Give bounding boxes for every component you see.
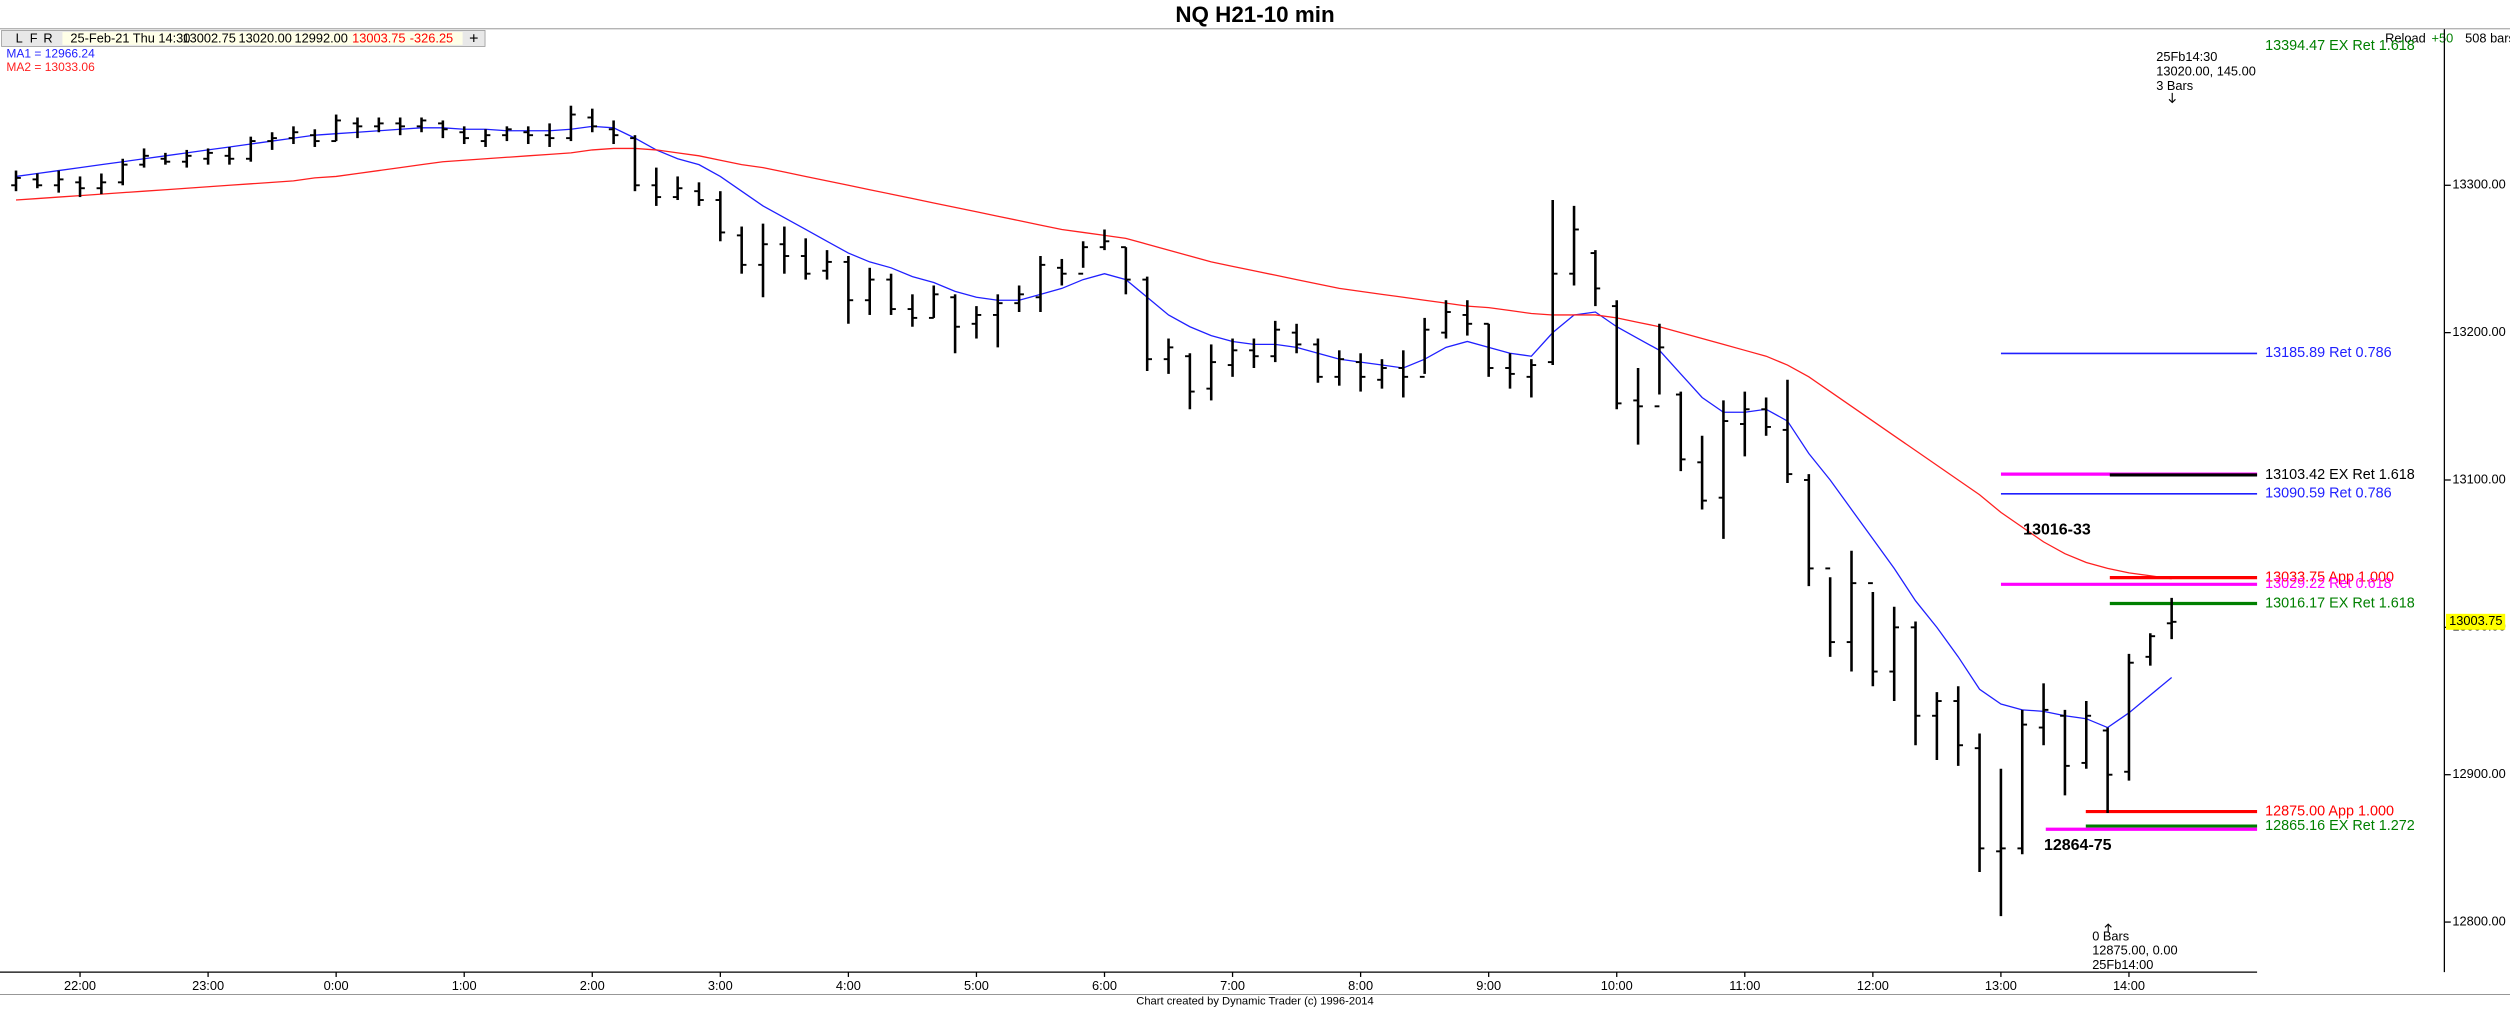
level-label: 13033.75 App 1.000 (2265, 569, 2394, 585)
x-tick-label: 2:00 (580, 978, 605, 993)
legend-entry: MA2 = 13033.06 (6, 60, 95, 74)
toolbar-low: 12992.00 (295, 31, 348, 46)
level-label: 13090.59 Ret 0.786 (2265, 486, 2392, 502)
level-label: 13029.22 Ret 0.618 (2265, 576, 2392, 592)
note: 12875.00, 0.00 (2092, 943, 2177, 958)
x-tick-label: 0:00 (324, 978, 349, 993)
y-tick-label: 12800.00 (2452, 913, 2505, 928)
level-label: 13103.42 EX Ret 1.618 (2265, 467, 2415, 483)
toolbar-button[interactable]: L (16, 31, 23, 46)
x-tick-label: 10:00 (1601, 978, 1633, 993)
toolbar-change: -326.25 (410, 31, 453, 46)
reload-button[interactable]: Reload (2385, 31, 2426, 46)
toolbar-high: 13020.00 (239, 31, 292, 46)
x-tick-label: 5:00 (964, 978, 989, 993)
toolbar-date: 25-Feb-21 Thu 14:30 (70, 31, 190, 46)
note: 25Fb14:30 (2156, 49, 2217, 64)
y-tick-label: 13300.00 (2452, 177, 2505, 192)
last-price-label: 13003.75 (2449, 613, 2502, 628)
level-label: 12875.00 App 1.000 (2265, 803, 2394, 819)
x-tick-label: 13:00 (1985, 978, 2017, 993)
x-tick-label: 8:00 (1348, 978, 1373, 993)
note: 25Fb14:00 (2092, 957, 2153, 972)
annotation: 12864-75 (2044, 837, 2112, 854)
x-tick-label: 3:00 (708, 978, 733, 993)
x-tick-label: 4:00 (836, 978, 861, 993)
note-arrow-head (2168, 98, 2176, 104)
x-tick-label: 1:00 (452, 978, 477, 993)
level-label: 12865.16 EX Ret 1.272 (2265, 818, 2415, 834)
chart-title: NQ H21-10 min (1175, 2, 1334, 27)
y-tick-label: 13100.00 (2452, 471, 2505, 486)
level-label: 13016.17 EX Ret 1.618 (2265, 595, 2415, 611)
y-tick-label: 12900.00 (2452, 766, 2505, 781)
annotation: 13016-33 (2023, 521, 2091, 538)
ma-line (15, 125, 2173, 729)
y-tick-label: 13200.00 (2452, 324, 2505, 339)
x-tick-label: 9:00 (1476, 978, 1501, 993)
level-label: 13185.89 Ret 0.786 (2265, 345, 2392, 361)
last-price-box (2445, 613, 2506, 630)
x-tick-label: 23:00 (192, 978, 224, 993)
note: 0 Bars (2092, 928, 2129, 943)
footer: Chart created by Dynamic Trader (c) 1996… (1136, 996, 1373, 1008)
x-tick-label: 14:00 (2113, 978, 2145, 993)
note-arrow-head (2104, 923, 2112, 928)
x-tick-label: 6:00 (1092, 978, 1117, 993)
level-label: 13394.47 EX Ret 1.618 (2265, 38, 2415, 54)
step-label: +50 (2432, 31, 2454, 46)
toolbar-field (62, 32, 463, 45)
toolbar-button[interactable]: R (43, 31, 52, 46)
toolbar-close: 13003.75 (352, 31, 405, 46)
x-tick-label: 12:00 (1857, 978, 1889, 993)
ma-line (15, 147, 2172, 580)
toolbar-button[interactable]: F (30, 31, 38, 46)
x-tick-label: 22:00 (64, 978, 96, 993)
legend-entry: MA1 = 12966.24 (6, 47, 95, 61)
x-tick-label: 7:00 (1220, 978, 1245, 993)
note: 3 Bars (2156, 78, 2193, 93)
bar-count: 508 bars (2465, 31, 2510, 46)
x-tick-label: 11:00 (1729, 978, 1760, 993)
toolbar-open: 13002.75 (182, 31, 235, 46)
toolbar-add[interactable]: + (469, 30, 478, 47)
note: 13020.00, 145.00 (2156, 63, 2256, 78)
